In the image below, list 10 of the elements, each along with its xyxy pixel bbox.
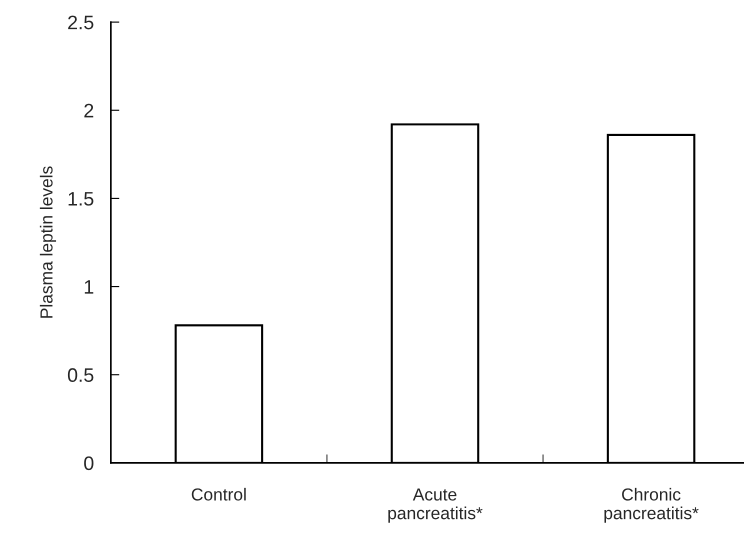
y-tick-label: 0.5 <box>68 368 94 382</box>
y-tick-label: 2 <box>84 104 94 118</box>
x-tick-label: Control <box>192 488 246 501</box>
y-tick-label: 2.5 <box>68 16 94 30</box>
y-axis-title: Plasma leptin levels <box>40 166 56 318</box>
y-tick-label: 1 <box>84 280 94 294</box>
x-tick-label: Acute pancreatitis* <box>388 488 482 523</box>
y-tick-label: 1.5 <box>68 192 94 206</box>
x-tick-label: Chronic pancreatitis* <box>604 488 699 523</box>
y-tick-label: 0 <box>84 456 94 470</box>
